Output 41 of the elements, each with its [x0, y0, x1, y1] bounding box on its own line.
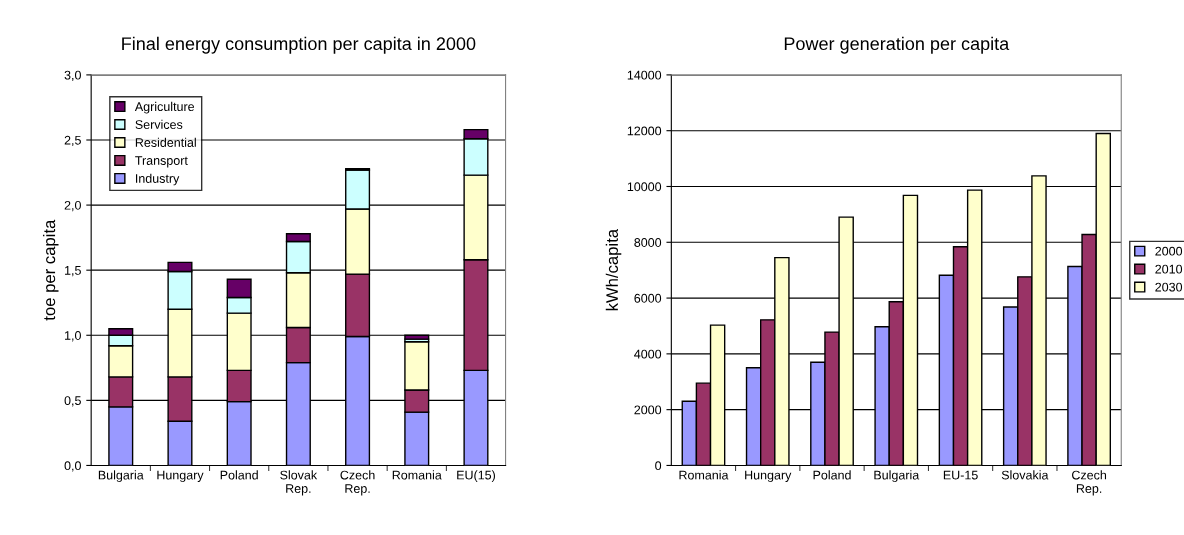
- y-tick-label: 4000: [634, 349, 662, 359]
- x-tick-label: EU(15): [457, 470, 495, 482]
- y-tick-label: 1,5: [65, 266, 81, 277]
- x-tick-label: Slovakia: [1001, 470, 1049, 480]
- y-tick-label: 6000: [634, 293, 662, 303]
- x-tick-label: Hungary: [157, 470, 204, 482]
- x-tick-label: Romania: [392, 470, 442, 480]
- legend-label: 2010: [1155, 264, 1183, 274]
- y-tick-label: 2,0: [64, 200, 81, 212]
- x-tick-label: Romania: [679, 470, 729, 480]
- y-tick-label: 12000: [627, 126, 662, 136]
- y-tick-label: 10000: [627, 182, 662, 192]
- y-tick-label: 2,5: [64, 135, 81, 147]
- y-tick-label: 14000: [627, 70, 662, 80]
- y-tick-label: 3,0: [64, 70, 81, 82]
- y-tick-label: 0,0: [64, 461, 81, 472]
- y-tick-label: 0: [655, 461, 662, 471]
- x-tick-label: Czech Rep.: [340, 470, 375, 496]
- legend-label: Industry: [136, 173, 180, 186]
- chart-title: Final energy consumption per capita in 2000: [122, 36, 476, 54]
- y-tick-label: 1,0: [65, 331, 81, 342]
- y-axis-title: kWh/capita: [605, 228, 622, 311]
- legend-label: 2000: [1155, 246, 1183, 256]
- y-tick-label: 0,5: [64, 396, 81, 407]
- x-tick-label: Slovak Rep.: [280, 470, 318, 496]
- x-tick-label: Bulgaria: [874, 470, 920, 482]
- legend-label: Agriculture: [134, 101, 195, 114]
- x-tick-label: Czech Rep.: [1072, 470, 1107, 496]
- chart-title: Power generation per capita: [784, 36, 1010, 54]
- legend-label: 2030: [1155, 282, 1183, 292]
- x-tick-label: Hungary: [745, 470, 792, 482]
- y-tick-label: 8000: [634, 238, 662, 247]
- y-tick-label: 2000: [634, 405, 662, 415]
- x-tick-label: EU-15: [943, 470, 978, 480]
- x-tick-label: Bulgaria: [98, 470, 144, 482]
- legend-label: Residential: [135, 137, 196, 147]
- x-tick-label: Poland: [813, 470, 851, 480]
- y-axis-title: toe per capita: [42, 219, 59, 321]
- legend-label: Transport: [135, 156, 188, 168]
- x-tick-label: Poland: [220, 470, 258, 480]
- legend-label: Services: [135, 119, 183, 129]
